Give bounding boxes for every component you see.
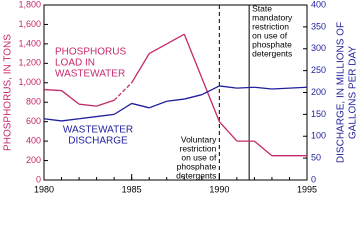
series-label: WASTEWATER bbox=[55, 69, 125, 80]
series-segment bbox=[253, 140, 273, 157]
series-segment bbox=[183, 33, 203, 79]
series-segment bbox=[43, 88, 62, 92]
y-tick-label: 600 bbox=[26, 116, 41, 126]
annotation-text: Voluntary bbox=[181, 134, 217, 144]
x-tick-label: 1990 bbox=[209, 184, 229, 194]
y-tick-label: 1,000 bbox=[18, 77, 41, 87]
annotation-text: detergents bbox=[176, 170, 216, 180]
series-segment bbox=[289, 86, 308, 89]
series-label: LOAD IN bbox=[55, 58, 95, 69]
y2-tick-label: 0 bbox=[311, 174, 316, 184]
series-segment bbox=[201, 85, 220, 96]
y-axis-title: PHOSPHORUS, IN TONS bbox=[3, 34, 14, 151]
y-tick-label: 400 bbox=[26, 135, 41, 145]
annotation-text: mandatory bbox=[252, 12, 293, 22]
series-segment bbox=[78, 103, 97, 107]
x-tick-label: 1985 bbox=[122, 184, 142, 194]
annotation-text: phosphate bbox=[177, 161, 217, 171]
y2-axis-title: DISCHARGE, IN MILLIONS OF bbox=[336, 22, 347, 163]
y-tick-label: 0 bbox=[36, 174, 41, 184]
y2-tick-label: 250 bbox=[311, 65, 326, 75]
series-segment bbox=[166, 33, 185, 45]
y-tick-label: 1,200 bbox=[18, 58, 41, 68]
series-segment bbox=[184, 94, 202, 100]
y-tick-label: 1,600 bbox=[18, 19, 41, 29]
series-segment bbox=[61, 118, 80, 122]
series-segment bbox=[148, 100, 167, 109]
y2-tick-label: 300 bbox=[311, 43, 326, 53]
y2-tick-label: 350 bbox=[311, 21, 326, 31]
series-segment bbox=[43, 118, 62, 122]
y2-tick-label: 150 bbox=[311, 109, 326, 119]
series-segment bbox=[131, 102, 150, 109]
y2-tick-label: 400 bbox=[311, 0, 326, 9]
series-segment bbox=[236, 86, 255, 89]
annotation-text: on use of bbox=[181, 152, 217, 162]
series-segment bbox=[131, 53, 150, 84]
y-tick-label: 800 bbox=[26, 97, 41, 107]
series-segment bbox=[271, 87, 290, 90]
y2-tick-label: 200 bbox=[311, 87, 326, 97]
series-segment bbox=[96, 113, 115, 118]
y-tick-label: 1,400 bbox=[18, 38, 41, 48]
x-tick-label: 1980 bbox=[34, 184, 54, 194]
series-segment bbox=[219, 85, 237, 89]
series-label: DISCHARGE bbox=[68, 136, 128, 147]
series-segment bbox=[201, 77, 220, 122]
y-tick-label: 200 bbox=[26, 155, 41, 165]
y2-axis-title: GALLONS PER DAY bbox=[348, 46, 359, 140]
x-tick-label: 1995 bbox=[297, 184, 317, 194]
annotation-text: on use of bbox=[252, 30, 288, 40]
annotation-text: phosphate bbox=[252, 39, 292, 49]
series-segment bbox=[148, 43, 168, 55]
annotation-text: detergents bbox=[252, 48, 292, 58]
series-segment bbox=[166, 98, 185, 102]
series-segment bbox=[113, 102, 133, 115]
series-segment bbox=[254, 86, 272, 90]
series-segment bbox=[96, 99, 115, 107]
series-label: PHOSPHORUS bbox=[55, 47, 126, 58]
y-tick-label: 1,800 bbox=[18, 0, 41, 9]
annotation-text: State bbox=[252, 3, 272, 13]
series-label: WASTEWATER bbox=[63, 125, 133, 136]
series-segment bbox=[218, 121, 238, 142]
series-segment bbox=[78, 115, 97, 120]
series-segment bbox=[113, 82, 133, 101]
series-segment bbox=[61, 90, 80, 105]
annotation-text: restriction bbox=[252, 21, 289, 31]
chart: 0 200 400 600 800 1,000 1,200 1,400 1,600 1,800 0 5… bbox=[3, 0, 359, 194]
annotation-text: restriction bbox=[179, 143, 216, 153]
y2-tick-label: 100 bbox=[311, 131, 326, 141]
y2-tick-label: 50 bbox=[311, 153, 321, 163]
